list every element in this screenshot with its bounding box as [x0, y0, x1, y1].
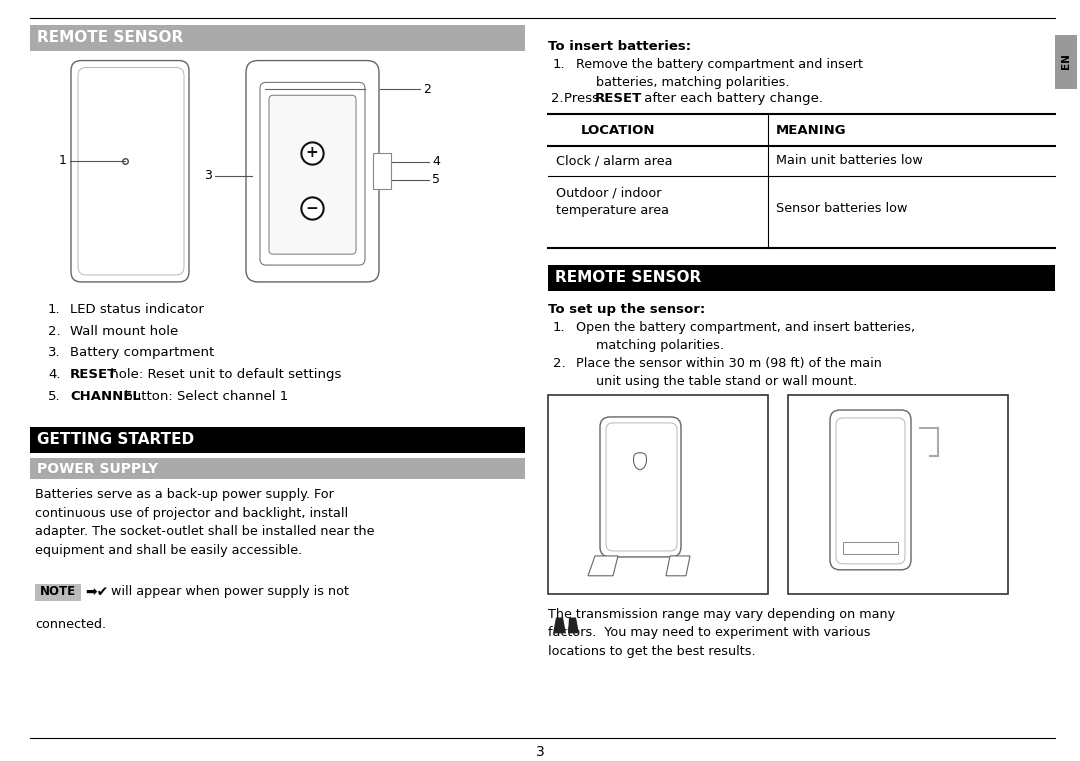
Polygon shape — [553, 617, 566, 633]
Text: Batteries serve as a back-up power supply. For
continuous use of projector and b: Batteries serve as a back-up power suppl… — [35, 489, 375, 557]
Text: LOCATION: LOCATION — [581, 123, 656, 136]
Text: POWER SUPPLY: POWER SUPPLY — [37, 462, 158, 476]
Text: Press: Press — [564, 92, 604, 105]
Text: ➡✔: ➡✔ — [85, 584, 108, 599]
Text: The transmission range may vary depending on many
factors.  You may need to expe: The transmission range may vary dependin… — [548, 607, 895, 658]
FancyBboxPatch shape — [600, 417, 681, 557]
Text: will appear when power supply is not: will appear when power supply is not — [107, 585, 349, 598]
Text: 1.: 1. — [553, 58, 566, 71]
Text: 3.: 3. — [48, 346, 60, 359]
Text: 2.: 2. — [551, 92, 564, 105]
Text: 1.: 1. — [553, 320, 566, 333]
Text: Sensor batteries low: Sensor batteries low — [777, 202, 907, 215]
Text: Place the sensor within 30 m (98 ft) of the main
     unit using the table stand: Place the sensor within 30 m (98 ft) of … — [576, 358, 882, 388]
Bar — [30, 457, 525, 479]
Text: CHANNEL: CHANNEL — [70, 390, 140, 403]
Text: LED status indicator: LED status indicator — [70, 303, 204, 316]
Text: 5.: 5. — [48, 390, 60, 403]
Text: +: + — [306, 145, 319, 161]
Text: after each battery change.: after each battery change. — [640, 92, 823, 105]
Bar — [1055, 35, 1077, 89]
Text: 2: 2 — [423, 83, 431, 96]
FancyBboxPatch shape — [260, 82, 365, 265]
Text: 3: 3 — [536, 744, 544, 759]
Text: Main unit batteries low: Main unit batteries low — [777, 154, 922, 167]
Text: Outdoor / indoor
temperature area: Outdoor / indoor temperature area — [556, 186, 669, 217]
Text: connected.: connected. — [35, 619, 106, 632]
Bar — [30, 25, 525, 51]
Text: 2.: 2. — [553, 358, 566, 371]
Text: RESET: RESET — [70, 368, 118, 381]
FancyBboxPatch shape — [246, 61, 379, 282]
Text: Open the battery compartment, and insert batteries,
     matching polarities.: Open the battery compartment, and insert… — [576, 320, 915, 352]
Text: −: − — [306, 201, 319, 216]
Text: 3: 3 — [204, 169, 212, 182]
Text: EN: EN — [1061, 53, 1071, 69]
Text: Wall mount hole: Wall mount hole — [70, 325, 178, 338]
Text: 1.: 1. — [48, 303, 60, 316]
Text: hole: Reset unit to default settings: hole: Reset unit to default settings — [106, 368, 341, 381]
Text: 4.: 4. — [48, 368, 60, 381]
Text: MEANING: MEANING — [777, 123, 847, 136]
Text: To set up the sensor:: To set up the sensor: — [548, 303, 705, 316]
Text: NOTE: NOTE — [40, 585, 76, 598]
Text: Remove the battery compartment and insert
     batteries, matching polarities.: Remove the battery compartment and inser… — [576, 58, 863, 88]
Text: 5: 5 — [432, 174, 440, 186]
Bar — [30, 427, 525, 453]
Text: Battery compartment: Battery compartment — [70, 346, 214, 359]
Polygon shape — [666, 556, 690, 576]
FancyBboxPatch shape — [269, 95, 356, 254]
Polygon shape — [588, 556, 618, 576]
Bar — [548, 265, 1055, 291]
Text: To insert batteries:: To insert batteries: — [548, 40, 691, 53]
Text: button: Select channel 1: button: Select channel 1 — [120, 390, 288, 403]
Bar — [373, 153, 391, 189]
Text: GETTING STARTED: GETTING STARTED — [37, 432, 194, 447]
Text: RESET: RESET — [595, 92, 643, 105]
Text: REMOTE SENSOR: REMOTE SENSOR — [555, 270, 701, 285]
Text: Clock / alarm area: Clock / alarm area — [556, 154, 673, 167]
Text: 2.: 2. — [48, 325, 60, 338]
FancyBboxPatch shape — [71, 61, 189, 282]
Text: REMOTE SENSOR: REMOTE SENSOR — [37, 30, 184, 45]
Bar — [788, 395, 1008, 594]
Text: 1: 1 — [59, 154, 67, 167]
Text: 4: 4 — [432, 155, 440, 168]
Bar — [843, 542, 897, 554]
FancyBboxPatch shape — [831, 410, 912, 570]
Bar — [35, 584, 81, 600]
Polygon shape — [568, 617, 579, 633]
Bar — [548, 395, 768, 594]
